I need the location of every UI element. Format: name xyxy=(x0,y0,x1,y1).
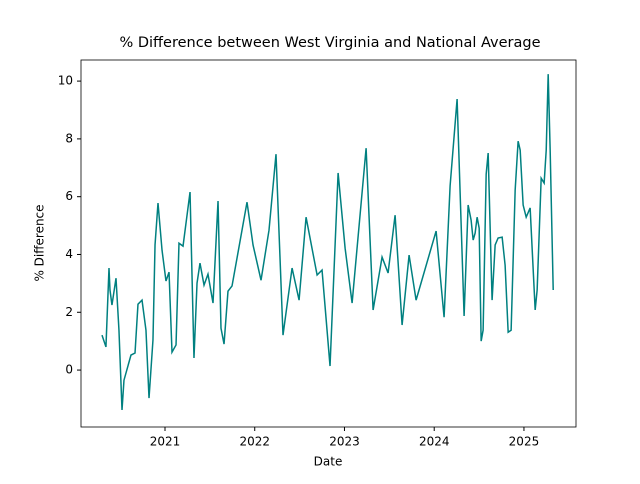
x-tick-label: 2025 xyxy=(509,435,540,449)
y-axis-label: % Difference xyxy=(33,204,47,281)
y-tick-label: 4 xyxy=(65,247,73,261)
data-line xyxy=(101,74,554,410)
plot-frame xyxy=(80,59,577,428)
y-tick-label: 8 xyxy=(65,131,73,145)
x-axis-label: Date xyxy=(314,455,343,469)
y-tick-label: 0 xyxy=(65,363,73,377)
y-tick-label: 2 xyxy=(65,305,73,319)
chart-title: % Difference between West Virginia and N… xyxy=(119,35,540,51)
x-tick-label: 2022 xyxy=(239,435,270,449)
x-tick-label: 2021 xyxy=(150,435,181,449)
y-tick-label: 6 xyxy=(65,189,73,203)
x-tick-label: 2024 xyxy=(419,435,450,449)
x-tick-label: 2023 xyxy=(329,435,360,449)
y-tick-label: 10 xyxy=(58,74,73,88)
